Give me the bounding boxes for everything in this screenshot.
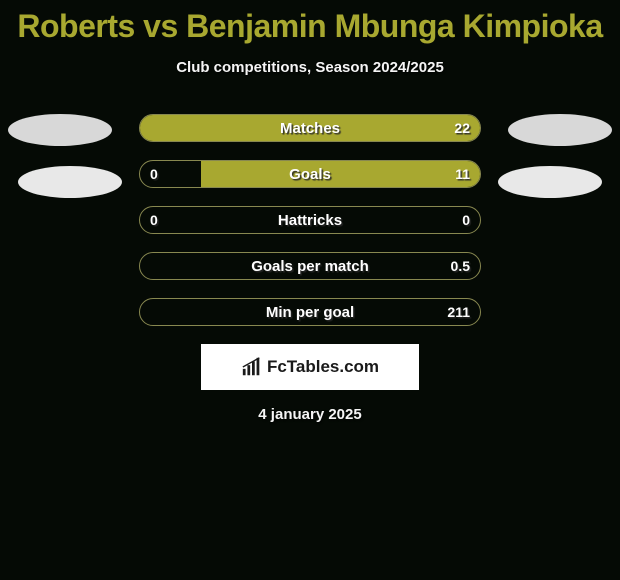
stat-label: Matches bbox=[140, 115, 480, 141]
stat-row: Goals per match0.5 bbox=[139, 252, 481, 280]
stat-label: Goals per match bbox=[140, 253, 480, 279]
page-title: Roberts vs Benjamin Mbunga Kimpioka bbox=[0, 0, 620, 45]
player-left-avatar-bot bbox=[18, 166, 122, 198]
stat-value-right: 0.5 bbox=[451, 253, 470, 279]
logo-text: FcTables.com bbox=[267, 357, 379, 377]
date-label: 4 january 2025 bbox=[0, 406, 620, 423]
stat-row: 0Goals11 bbox=[139, 160, 481, 188]
comparison-chart: Matches220Goals110Hattricks0Goals per ma… bbox=[0, 114, 620, 423]
player-left-avatar-top bbox=[8, 114, 112, 146]
fctables-logo[interactable]: FcTables.com bbox=[201, 344, 419, 390]
stat-value-right: 211 bbox=[447, 299, 470, 325]
stat-label: Hattricks bbox=[140, 207, 480, 233]
stat-value-right: 22 bbox=[454, 115, 470, 141]
stat-row: Min per goal211 bbox=[139, 298, 481, 326]
stat-label: Goals bbox=[140, 161, 480, 187]
stat-value-right: 0 bbox=[462, 207, 470, 233]
stat-label: Min per goal bbox=[140, 299, 480, 325]
stat-value-right: 11 bbox=[455, 161, 470, 187]
stat-row: 0Hattricks0 bbox=[139, 206, 481, 234]
player-right-avatar-bot bbox=[498, 166, 602, 198]
stat-row: Matches22 bbox=[139, 114, 481, 142]
subtitle: Club competitions, Season 2024/2025 bbox=[0, 59, 620, 76]
bar-chart-icon bbox=[241, 356, 263, 378]
player-right-avatar-top bbox=[508, 114, 612, 146]
